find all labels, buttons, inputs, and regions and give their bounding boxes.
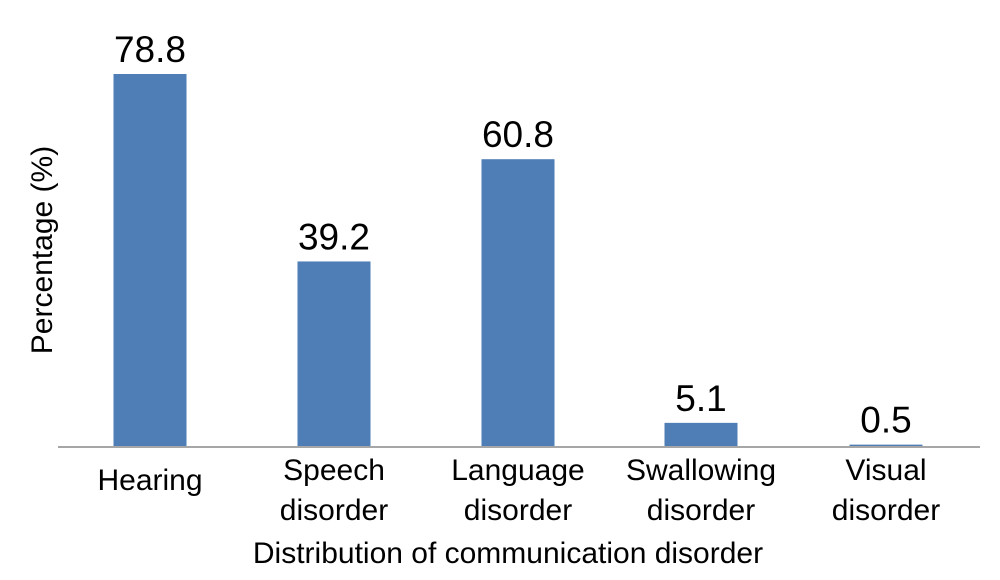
y-axis-title: Percentage (%) bbox=[26, 146, 59, 354]
data-label-4: 0.5 bbox=[860, 400, 911, 441]
data-labels-group: 78.8 39.2 60.8 5.1 0.5 bbox=[114, 29, 912, 441]
x-axis-title: Distribution of communication disorder bbox=[253, 537, 763, 570]
x-tick-label-0: Hearing bbox=[97, 464, 202, 497]
bar-4 bbox=[849, 444, 923, 447]
bar-1 bbox=[297, 261, 371, 447]
data-label-0: 78.8 bbox=[114, 29, 186, 70]
bar-2 bbox=[481, 159, 555, 447]
bar-3 bbox=[664, 422, 738, 447]
bar-0 bbox=[113, 74, 187, 447]
x-tick-label-4: Visual disorder bbox=[832, 454, 940, 527]
x-tick-label-2: Language disorder bbox=[451, 454, 584, 527]
x-tick-label-1: Speech disorder bbox=[280, 454, 388, 527]
x-tick-label-3: Swallowing disorder bbox=[626, 454, 776, 527]
data-label-2: 60.8 bbox=[482, 114, 554, 155]
data-label-3: 5.1 bbox=[675, 378, 726, 419]
x-tick-labels-group: Hearing Speech disorder Language disorder Swa… bbox=[97, 454, 940, 527]
data-label-1: 39.2 bbox=[298, 216, 370, 257]
bars-group bbox=[113, 74, 923, 447]
